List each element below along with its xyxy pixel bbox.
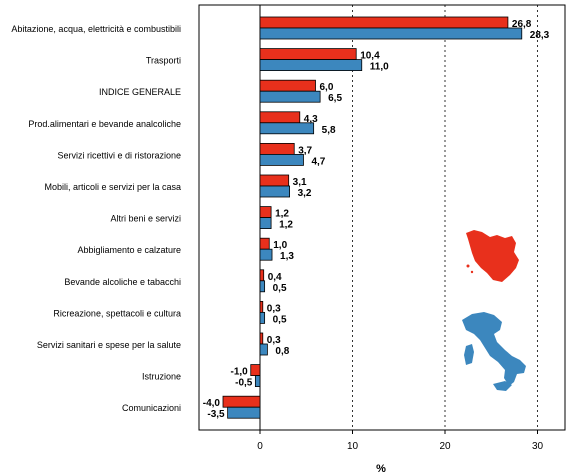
toscana-data-label: 3,1 xyxy=(293,177,307,188)
x-axis-label: % xyxy=(376,463,386,475)
toscana-bar xyxy=(259,79,316,92)
data-labels: 26,828,3 10,411,0 6,06,5 4,3 5,8 3,74,7 3,13,2… xyxy=(203,19,550,420)
italia-data-label: 0,8 xyxy=(275,346,289,357)
italia-bar xyxy=(259,185,291,198)
italia-data-label: -3,5 xyxy=(207,409,225,420)
italia-bar xyxy=(259,153,304,166)
italia-bar xyxy=(259,217,272,230)
italia-data-label: 6,5 xyxy=(328,93,342,104)
toscana-bar xyxy=(250,364,261,377)
italia-bar xyxy=(254,375,261,388)
italia-bar xyxy=(259,280,266,293)
italia-data-label: 28,3 xyxy=(530,30,550,41)
toscana-data-label: 4,3 xyxy=(304,114,318,125)
toscana-data-label: -1,0 xyxy=(231,367,249,378)
category-label: Istruzione xyxy=(142,372,181,382)
category-label: Trasporti xyxy=(146,56,181,66)
italia-data-label: 1,2 xyxy=(279,220,293,231)
toscana-bar xyxy=(259,48,357,60)
category-label: Abbigliamento e calzature xyxy=(77,245,181,255)
italia-data-label: 0,5 xyxy=(273,283,287,294)
toscana-bar xyxy=(259,300,264,313)
italia-data-label: -0,5 xyxy=(235,378,253,389)
category-label: Comunicazioni xyxy=(122,403,181,413)
tuscany-island-icon-2 xyxy=(470,270,474,274)
toscana-data-label: 6,0 xyxy=(320,82,334,93)
category-label: Ricreazione, spettacoli e cultura xyxy=(53,308,181,318)
toscana-data-label: 0,3 xyxy=(267,335,281,346)
italia-data-label: 0,5 xyxy=(273,314,287,325)
toscana-data-label: -4,0 xyxy=(203,398,221,409)
italia-bar xyxy=(259,343,268,356)
toscana-bar xyxy=(259,269,265,282)
toscana-bar xyxy=(222,395,261,408)
toscana-data-label: 0,4 xyxy=(268,272,282,283)
toscana-bar xyxy=(259,111,301,124)
category-label: Altri beni e servizi xyxy=(110,214,181,224)
toscana-data-label: 1,0 xyxy=(273,240,287,251)
category-labels: Abitazione, acqua, elettricità e combust… xyxy=(11,24,181,413)
toscana-data-label: 0,3 xyxy=(267,303,281,314)
sicily-icon xyxy=(493,381,512,391)
italia-bar xyxy=(259,90,321,103)
italia-bar xyxy=(259,27,523,40)
toscana-bar xyxy=(259,174,290,187)
tuscany-island-icon xyxy=(466,264,470,268)
x-axis-ticks: 0 10 20 30 xyxy=(257,430,543,452)
category-label: Mobili, articoli e servizi per la casa xyxy=(44,182,181,192)
toscana-data-label: 26,8 xyxy=(512,19,532,30)
category-label: Bevande alcoliche e tabacchi xyxy=(64,277,181,287)
category-label: INDICE GENERALE xyxy=(99,87,181,97)
italia-bar xyxy=(259,248,273,261)
italia-data-label: 3,2 xyxy=(298,188,312,199)
category-label: Servizi sanitari e spese per la salute xyxy=(37,340,181,350)
category-label: Abitazione, acqua, elettricità e combust… xyxy=(11,24,181,34)
category-label: Prod.alimentari e bevande analcoliche xyxy=(28,119,181,129)
toscana-bar xyxy=(259,142,295,155)
tuscany-map-icon xyxy=(466,230,519,282)
italy-map-icon xyxy=(462,312,526,386)
category-label: Servizi ricettivi e di ristorazione xyxy=(57,150,181,160)
italia-bar xyxy=(259,311,266,324)
tick-label-10: 10 xyxy=(347,441,359,452)
italia-bar xyxy=(259,59,363,71)
toscana-bar xyxy=(259,237,270,250)
toscana-data-label: 3,7 xyxy=(298,145,312,156)
italia-data-label: 1,3 xyxy=(280,251,294,262)
toscana-data-label: 1,2 xyxy=(275,209,289,220)
toscana-data-label: 10,4 xyxy=(360,51,380,62)
toscana-bar xyxy=(259,332,264,345)
bar-layer xyxy=(222,16,523,419)
toscana-bar xyxy=(259,206,272,219)
italia-data-label: 11,0 xyxy=(370,62,389,73)
tick-label-30: 30 xyxy=(532,441,544,452)
sardinia-icon xyxy=(464,344,474,365)
italia-bar xyxy=(227,406,261,419)
toscana-bar xyxy=(259,16,509,29)
tick-label-20: 20 xyxy=(439,441,451,452)
tick-label-0: 0 xyxy=(257,441,263,452)
italia-bar xyxy=(259,122,315,135)
italia-data-label: 5,8 xyxy=(322,125,336,136)
italia-data-label: 4,7 xyxy=(311,156,325,167)
